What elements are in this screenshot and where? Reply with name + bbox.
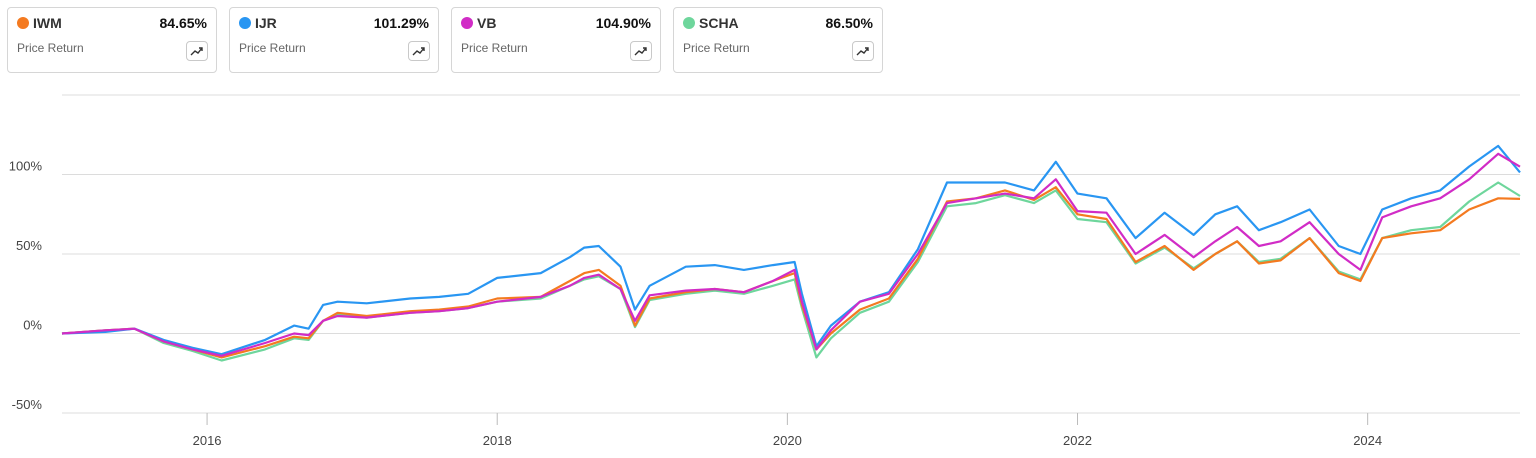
trend-up-icon: [190, 47, 203, 56]
legend-card-ijr[interactable]: IJR 101.29% Price Return: [229, 7, 439, 73]
return-type-label: Price Return: [461, 41, 528, 55]
y-tick-label: 50%: [16, 238, 42, 253]
ticker-label: VB: [477, 15, 497, 31]
trend-up-icon: [856, 47, 869, 56]
x-tick-label: 2024: [1353, 433, 1382, 448]
x-tick-label: 2016: [193, 433, 222, 448]
legend-card-iwm[interactable]: IWM 84.65% Price Return: [7, 7, 217, 73]
series-line-ijr[interactable]: [61, 144, 1521, 356]
return-type-label: Price Return: [17, 41, 84, 55]
return-type-label: Price Return: [683, 41, 750, 55]
y-axis-ticks: 100% 50% 0% -50%: [9, 159, 43, 413]
y-tick-label: 100%: [9, 159, 43, 174]
trend-button[interactable]: [630, 41, 652, 61]
x-axis-ticks: 2016 2018 2020 2022 2024: [193, 413, 1382, 448]
series-line-vb[interactable]: [61, 152, 1521, 357]
return-value: 101.29%: [373, 15, 429, 31]
legend-card-scha[interactable]: SCHA 86.50% Price Return: [673, 7, 883, 73]
return-value: 86.50%: [825, 15, 873, 31]
gridlines: [62, 94, 1520, 414]
series-color-dot: [239, 17, 251, 29]
return-value: 84.65%: [159, 15, 207, 31]
trend-button[interactable]: [408, 41, 430, 61]
series-color-dot: [461, 17, 473, 29]
trend-up-icon: [634, 47, 647, 56]
y-tick-label: -50%: [12, 397, 43, 412]
trend-button[interactable]: [186, 41, 208, 61]
trend-up-icon: [412, 47, 425, 56]
x-tick-label: 2018: [483, 433, 512, 448]
series-color-dot: [17, 17, 29, 29]
ticker-label: SCHA: [699, 15, 739, 31]
return-value: 104.90%: [595, 15, 651, 31]
series-lines: [61, 144, 1521, 362]
legend-card-vb[interactable]: VB 104.90% Price Return: [451, 7, 661, 73]
x-tick-label: 2022: [1063, 433, 1092, 448]
x-tick-label: 2020: [773, 433, 802, 448]
ticker-label: IJR: [255, 15, 277, 31]
y-tick-label: 0%: [23, 318, 42, 333]
series-color-dot: [683, 17, 695, 29]
ticker-label: IWM: [33, 15, 62, 31]
return-type-label: Price Return: [239, 41, 306, 55]
trend-button[interactable]: [852, 41, 874, 61]
